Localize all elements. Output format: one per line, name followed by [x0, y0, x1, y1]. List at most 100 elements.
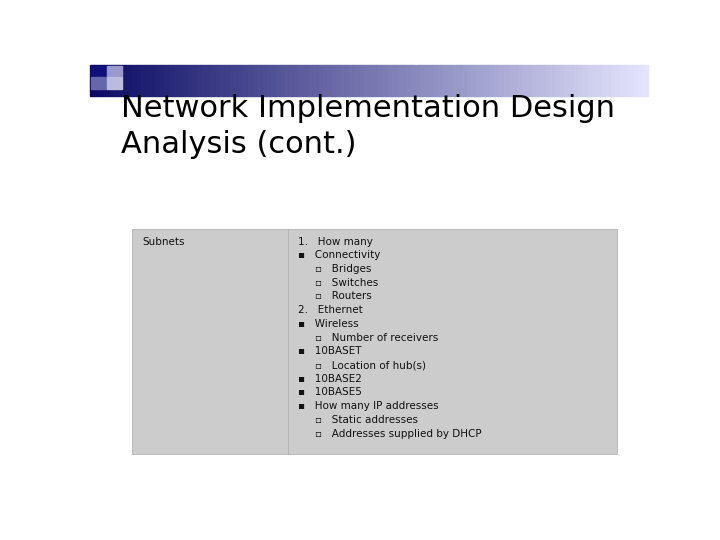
- Bar: [202, 65, 206, 96]
- Bar: [406, 65, 411, 96]
- Bar: [90, 65, 94, 96]
- Bar: [332, 65, 336, 96]
- Bar: [262, 65, 266, 96]
- Bar: [625, 65, 629, 96]
- Bar: [351, 65, 355, 96]
- Bar: [118, 65, 122, 96]
- Bar: [434, 65, 438, 96]
- Bar: [588, 65, 592, 96]
- Bar: [616, 65, 620, 96]
- Text: 1.   How many: 1. How many: [298, 237, 373, 247]
- Bar: [559, 65, 564, 96]
- Bar: [611, 65, 616, 96]
- Bar: [425, 65, 429, 96]
- Text: 2.   Ethernet: 2. Ethernet: [298, 305, 363, 315]
- Bar: [104, 65, 109, 96]
- Bar: [122, 65, 127, 96]
- Bar: [527, 65, 532, 96]
- Bar: [555, 65, 559, 96]
- Bar: [239, 65, 243, 96]
- Bar: [629, 65, 634, 96]
- Bar: [164, 65, 169, 96]
- Text: ▫   Bridges: ▫ Bridges: [315, 264, 372, 274]
- Bar: [258, 65, 262, 96]
- Bar: [397, 65, 402, 96]
- Bar: [639, 65, 644, 96]
- Bar: [309, 65, 313, 96]
- Bar: [127, 65, 132, 96]
- Bar: [169, 65, 174, 96]
- Bar: [183, 65, 188, 96]
- Bar: [504, 65, 508, 96]
- Bar: [276, 65, 281, 96]
- Bar: [327, 65, 332, 96]
- Bar: [569, 65, 574, 96]
- Text: ▫   Location of hub(s): ▫ Location of hub(s): [315, 360, 426, 370]
- Text: ▫   Number of receivers: ▫ Number of receivers: [315, 333, 438, 342]
- Bar: [174, 65, 179, 96]
- Bar: [300, 65, 304, 96]
- Bar: [369, 65, 374, 96]
- Bar: [155, 65, 160, 96]
- Text: ▫   Switches: ▫ Switches: [315, 278, 378, 288]
- Bar: [415, 65, 420, 96]
- Text: ▪   Connectivity: ▪ Connectivity: [298, 250, 380, 260]
- Bar: [91, 77, 107, 89]
- Bar: [420, 65, 425, 96]
- Bar: [188, 65, 192, 96]
- Bar: [141, 65, 145, 96]
- Bar: [550, 65, 555, 96]
- Text: ▫   Addresses supplied by DHCP: ▫ Addresses supplied by DHCP: [315, 429, 482, 438]
- Bar: [644, 65, 648, 96]
- Bar: [402, 65, 406, 96]
- Text: ▫   Routers: ▫ Routers: [315, 292, 372, 301]
- Bar: [313, 65, 318, 96]
- Bar: [485, 65, 490, 96]
- Bar: [145, 65, 150, 96]
- Bar: [225, 65, 230, 96]
- Bar: [438, 65, 444, 96]
- Bar: [94, 65, 99, 96]
- Bar: [197, 65, 202, 96]
- Bar: [546, 65, 550, 96]
- Bar: [429, 65, 434, 96]
- Bar: [499, 65, 504, 96]
- Bar: [150, 65, 155, 96]
- Bar: [374, 65, 378, 96]
- Bar: [574, 65, 578, 96]
- Text: ▪   Wireless: ▪ Wireless: [298, 319, 359, 329]
- Text: Network Implementation Design
Analysis (cont.): Network Implementation Design Analysis (…: [121, 94, 615, 159]
- Bar: [107, 77, 122, 89]
- Bar: [378, 65, 383, 96]
- Bar: [341, 65, 346, 96]
- Bar: [523, 65, 527, 96]
- Bar: [387, 65, 392, 96]
- Bar: [355, 65, 360, 96]
- Bar: [513, 65, 518, 96]
- Bar: [564, 65, 569, 96]
- Bar: [290, 65, 294, 96]
- Bar: [91, 66, 107, 77]
- Bar: [411, 65, 415, 96]
- Bar: [179, 65, 183, 96]
- Bar: [392, 65, 397, 96]
- Bar: [285, 65, 290, 96]
- Bar: [132, 65, 137, 96]
- Bar: [490, 65, 495, 96]
- Bar: [364, 65, 369, 96]
- Text: ▫   Static addresses: ▫ Static addresses: [315, 415, 418, 425]
- Bar: [634, 65, 639, 96]
- Bar: [620, 65, 625, 96]
- Bar: [346, 65, 351, 96]
- Text: ▪   10BASET: ▪ 10BASET: [298, 346, 361, 356]
- Bar: [230, 65, 234, 96]
- Text: ▪   How many IP addresses: ▪ How many IP addresses: [298, 401, 438, 411]
- Bar: [532, 65, 536, 96]
- Bar: [448, 65, 453, 96]
- Text: ▪   10BASE2: ▪ 10BASE2: [298, 374, 362, 384]
- Bar: [281, 65, 285, 96]
- Bar: [495, 65, 499, 96]
- Bar: [536, 65, 541, 96]
- Bar: [318, 65, 323, 96]
- Bar: [541, 65, 546, 96]
